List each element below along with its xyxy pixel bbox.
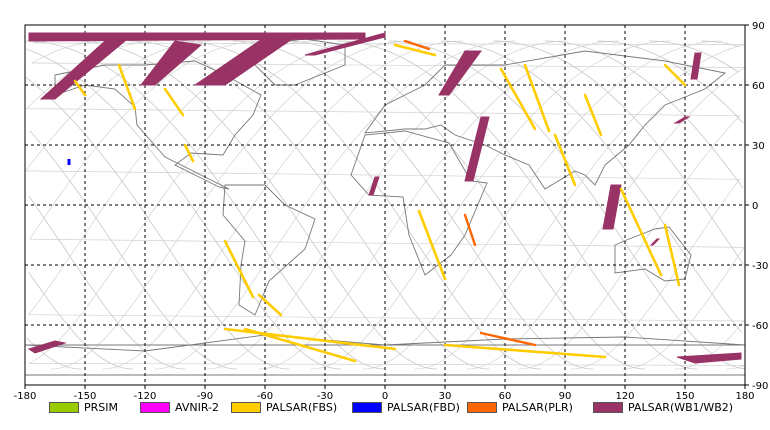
orbit-track	[76, 40, 438, 370]
orbit-track	[29, 40, 744, 370]
legend-item: PRSIM	[49, 401, 118, 414]
x-tick-label: -150	[74, 391, 97, 402]
grid-lines	[25, 25, 745, 385]
plr-strip	[463, 213, 477, 247]
fbd-points	[67, 159, 71, 165]
fbs-strip	[663, 63, 687, 87]
x-tick-label: 180	[735, 391, 754, 402]
legend: PRSIM AVNIR-2 PALSAR(FBS) PALSAR(FBD) PALSAR…	[0, 401, 770, 421]
fbs-strip	[223, 239, 255, 299]
fbs-strip	[223, 327, 397, 351]
y-tick-label: 30	[752, 141, 765, 152]
y-tick-label: 0	[752, 201, 758, 212]
x-tick-label: 120	[615, 391, 634, 402]
y-tick-label: 90	[752, 21, 765, 32]
land-outline	[24, 334, 746, 352]
wb-swath	[673, 116, 691, 124]
legend-swatch	[467, 402, 497, 413]
legend-swatch	[352, 402, 382, 413]
orbit-track	[29, 40, 745, 370]
wb-swaths	[27, 32, 742, 364]
legend-label: PALSAR(FBS)	[266, 401, 338, 414]
wb-swath	[602, 184, 622, 230]
fbs-strip	[257, 293, 283, 317]
fbs-strip	[417, 209, 447, 281]
plr-strip	[479, 331, 537, 347]
fbs-strip	[183, 143, 195, 163]
wb-swath	[464, 116, 490, 182]
fbd-point	[67, 159, 71, 165]
x-tick-label: -30	[317, 391, 333, 402]
x-tick-label: -120	[134, 391, 157, 402]
orbit-track	[154, 40, 516, 370]
legend-item: PALSAR(WB1/WB2)	[593, 401, 733, 414]
legend-swatch	[231, 402, 261, 413]
legend-label: PALSAR(FBD)	[387, 401, 460, 414]
orbit-track	[28, 40, 744, 370]
legend-label: PALSAR(WB1/WB2)	[628, 401, 734, 414]
x-tick-label: -90	[197, 391, 213, 402]
plr-strips	[403, 39, 537, 347]
fbs-strip	[583, 93, 603, 137]
wb-swath	[28, 32, 366, 42]
fbs-strip	[523, 63, 551, 133]
legend-item: PALSAR(FBS)	[231, 401, 337, 414]
wb-swath	[39, 40, 127, 100]
wb-swath	[690, 52, 702, 80]
legend-swatch	[140, 402, 170, 413]
wb-swath	[438, 50, 482, 96]
orbit-track	[232, 40, 594, 370]
orbit-track	[25, 40, 739, 370]
x-tick-label: -60	[257, 391, 273, 402]
legend-swatch	[49, 402, 79, 413]
legend-label: PALSAR(PLR)	[502, 401, 573, 414]
fbs-strip	[163, 87, 185, 117]
fbs-strip	[499, 67, 537, 131]
y-tick-label: -90	[752, 381, 768, 392]
legend-item: AVNIR-2	[140, 401, 219, 414]
x-tick-label: 90	[559, 391, 572, 402]
wb-swath	[27, 340, 67, 354]
land-outline	[54, 60, 262, 190]
x-tick-label: -180	[14, 391, 37, 402]
wb-swath	[649, 238, 661, 246]
y-tick-label: -30	[752, 261, 768, 272]
fbs-strip	[73, 79, 87, 97]
wb-swath	[304, 32, 386, 56]
wb-swath	[193, 36, 297, 86]
legend-swatch	[593, 402, 623, 413]
fbs-strip	[553, 133, 577, 187]
fbs-strip	[663, 223, 681, 287]
fbs-strip	[443, 343, 607, 359]
fbs-strip	[117, 63, 137, 111]
fbs-strip	[393, 43, 437, 57]
x-tick-label: 30	[439, 391, 452, 402]
orbit-track	[310, 40, 672, 370]
wb-swath	[676, 352, 742, 364]
fbs-strip	[619, 187, 663, 277]
orbit-track	[28, 40, 744, 370]
x-tick-label: 0	[382, 391, 388, 402]
y-tick-labels: 90 60 30 0 -30 -60 -90	[745, 21, 768, 392]
legend-label: AVNIR-2	[175, 401, 219, 414]
land-outline	[350, 130, 488, 276]
wb-swath	[368, 176, 380, 196]
plr-strip	[403, 39, 431, 51]
fbs-strips	[73, 43, 687, 363]
legend-label: PRSIM	[84, 401, 118, 414]
x-tick-label: 150	[675, 391, 694, 402]
wb-swath	[139, 40, 203, 86]
x-tick-label: 60	[499, 391, 512, 402]
y-tick-label: -60	[752, 321, 768, 332]
x-tick-labels: -180 -150 -120 -90 -60 -30 0 30 60 90 120 150 180	[14, 385, 755, 402]
legend-item: PALSAR(FBD)	[352, 401, 460, 414]
y-tick-label: 60	[752, 81, 765, 92]
legend-item: PALSAR(PLR)	[467, 401, 573, 414]
land-outline	[364, 50, 727, 190]
orbit-track	[26, 40, 739, 370]
